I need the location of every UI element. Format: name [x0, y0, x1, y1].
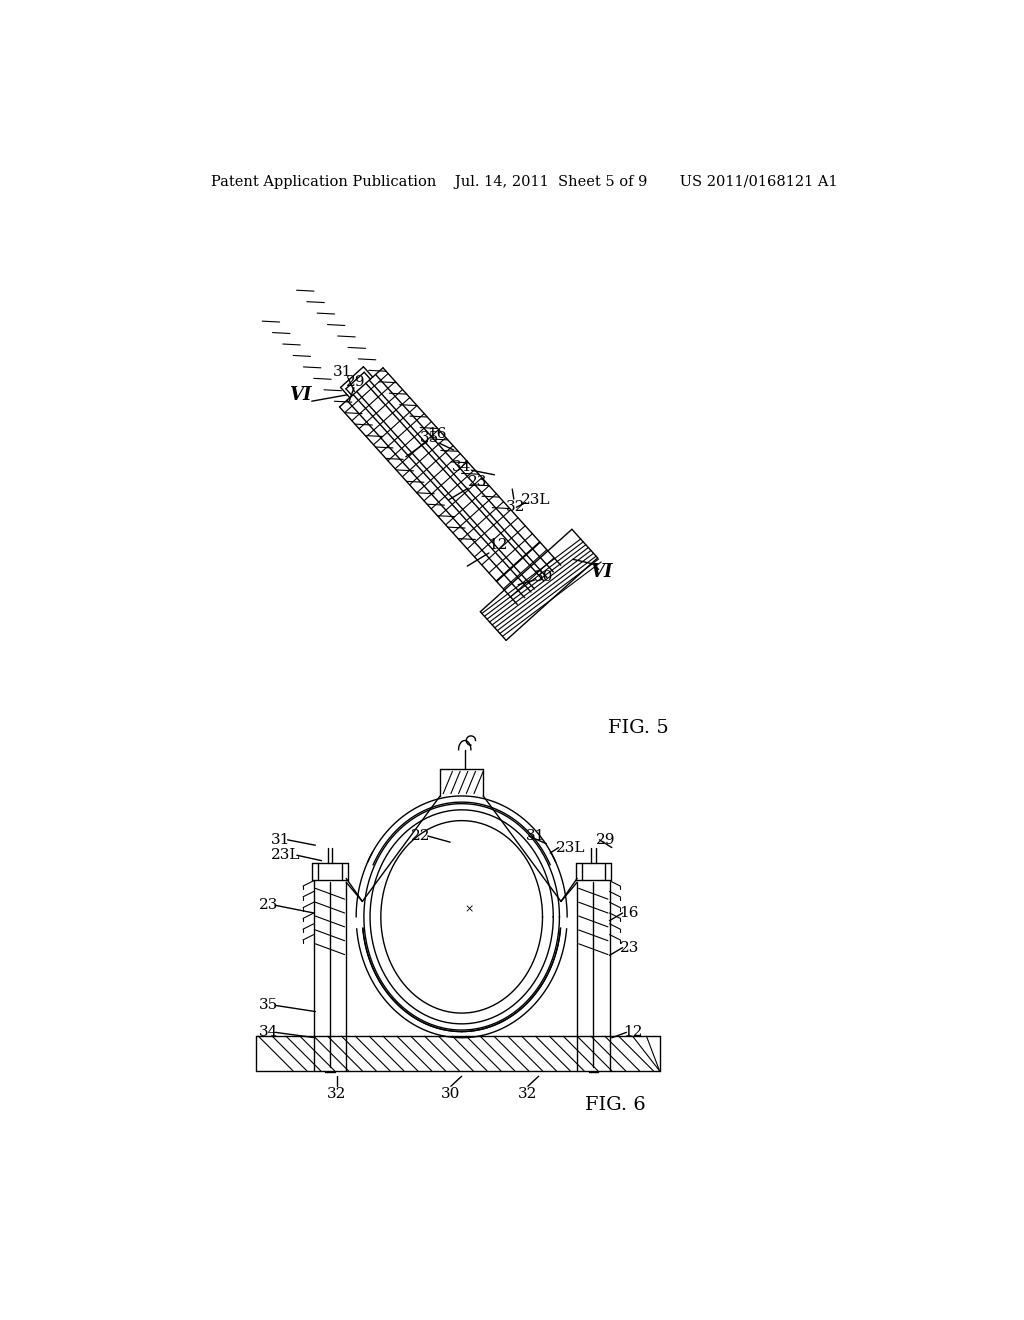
- Text: ×: ×: [465, 904, 474, 915]
- Text: 32: 32: [506, 500, 525, 513]
- Text: 29: 29: [346, 375, 366, 388]
- Text: Patent Application Publication    Jul. 14, 2011  Sheet 5 of 9       US 2011/0168: Patent Application Publication Jul. 14, …: [212, 174, 838, 189]
- Text: 23L: 23L: [521, 492, 550, 507]
- Text: 35: 35: [420, 432, 438, 445]
- Text: 29: 29: [596, 833, 615, 847]
- Text: 23: 23: [468, 475, 487, 488]
- Text: VI: VI: [590, 562, 612, 581]
- Text: 34: 34: [452, 461, 471, 474]
- Text: FIG. 6: FIG. 6: [586, 1097, 646, 1114]
- Text: 23: 23: [620, 941, 639, 954]
- Text: 31: 31: [333, 366, 352, 379]
- Text: 12: 12: [624, 1026, 643, 1039]
- Text: 22: 22: [412, 829, 431, 843]
- Text: 34: 34: [259, 1026, 279, 1039]
- Text: 23L: 23L: [556, 841, 585, 854]
- Text: 31: 31: [525, 829, 545, 843]
- Text: 30: 30: [441, 1086, 461, 1101]
- Text: FIG. 5: FIG. 5: [608, 719, 669, 737]
- Text: 16: 16: [427, 426, 446, 441]
- Text: 16: 16: [620, 906, 639, 920]
- Text: 35: 35: [259, 998, 279, 1012]
- Text: 32: 32: [518, 1086, 538, 1101]
- Text: 31: 31: [271, 833, 291, 847]
- Text: 23: 23: [259, 899, 279, 912]
- Text: VI: VI: [289, 385, 311, 404]
- Text: 32: 32: [328, 1086, 346, 1101]
- Text: 12: 12: [488, 539, 508, 552]
- Text: 30: 30: [534, 570, 553, 583]
- Text: 23L: 23L: [270, 849, 300, 862]
